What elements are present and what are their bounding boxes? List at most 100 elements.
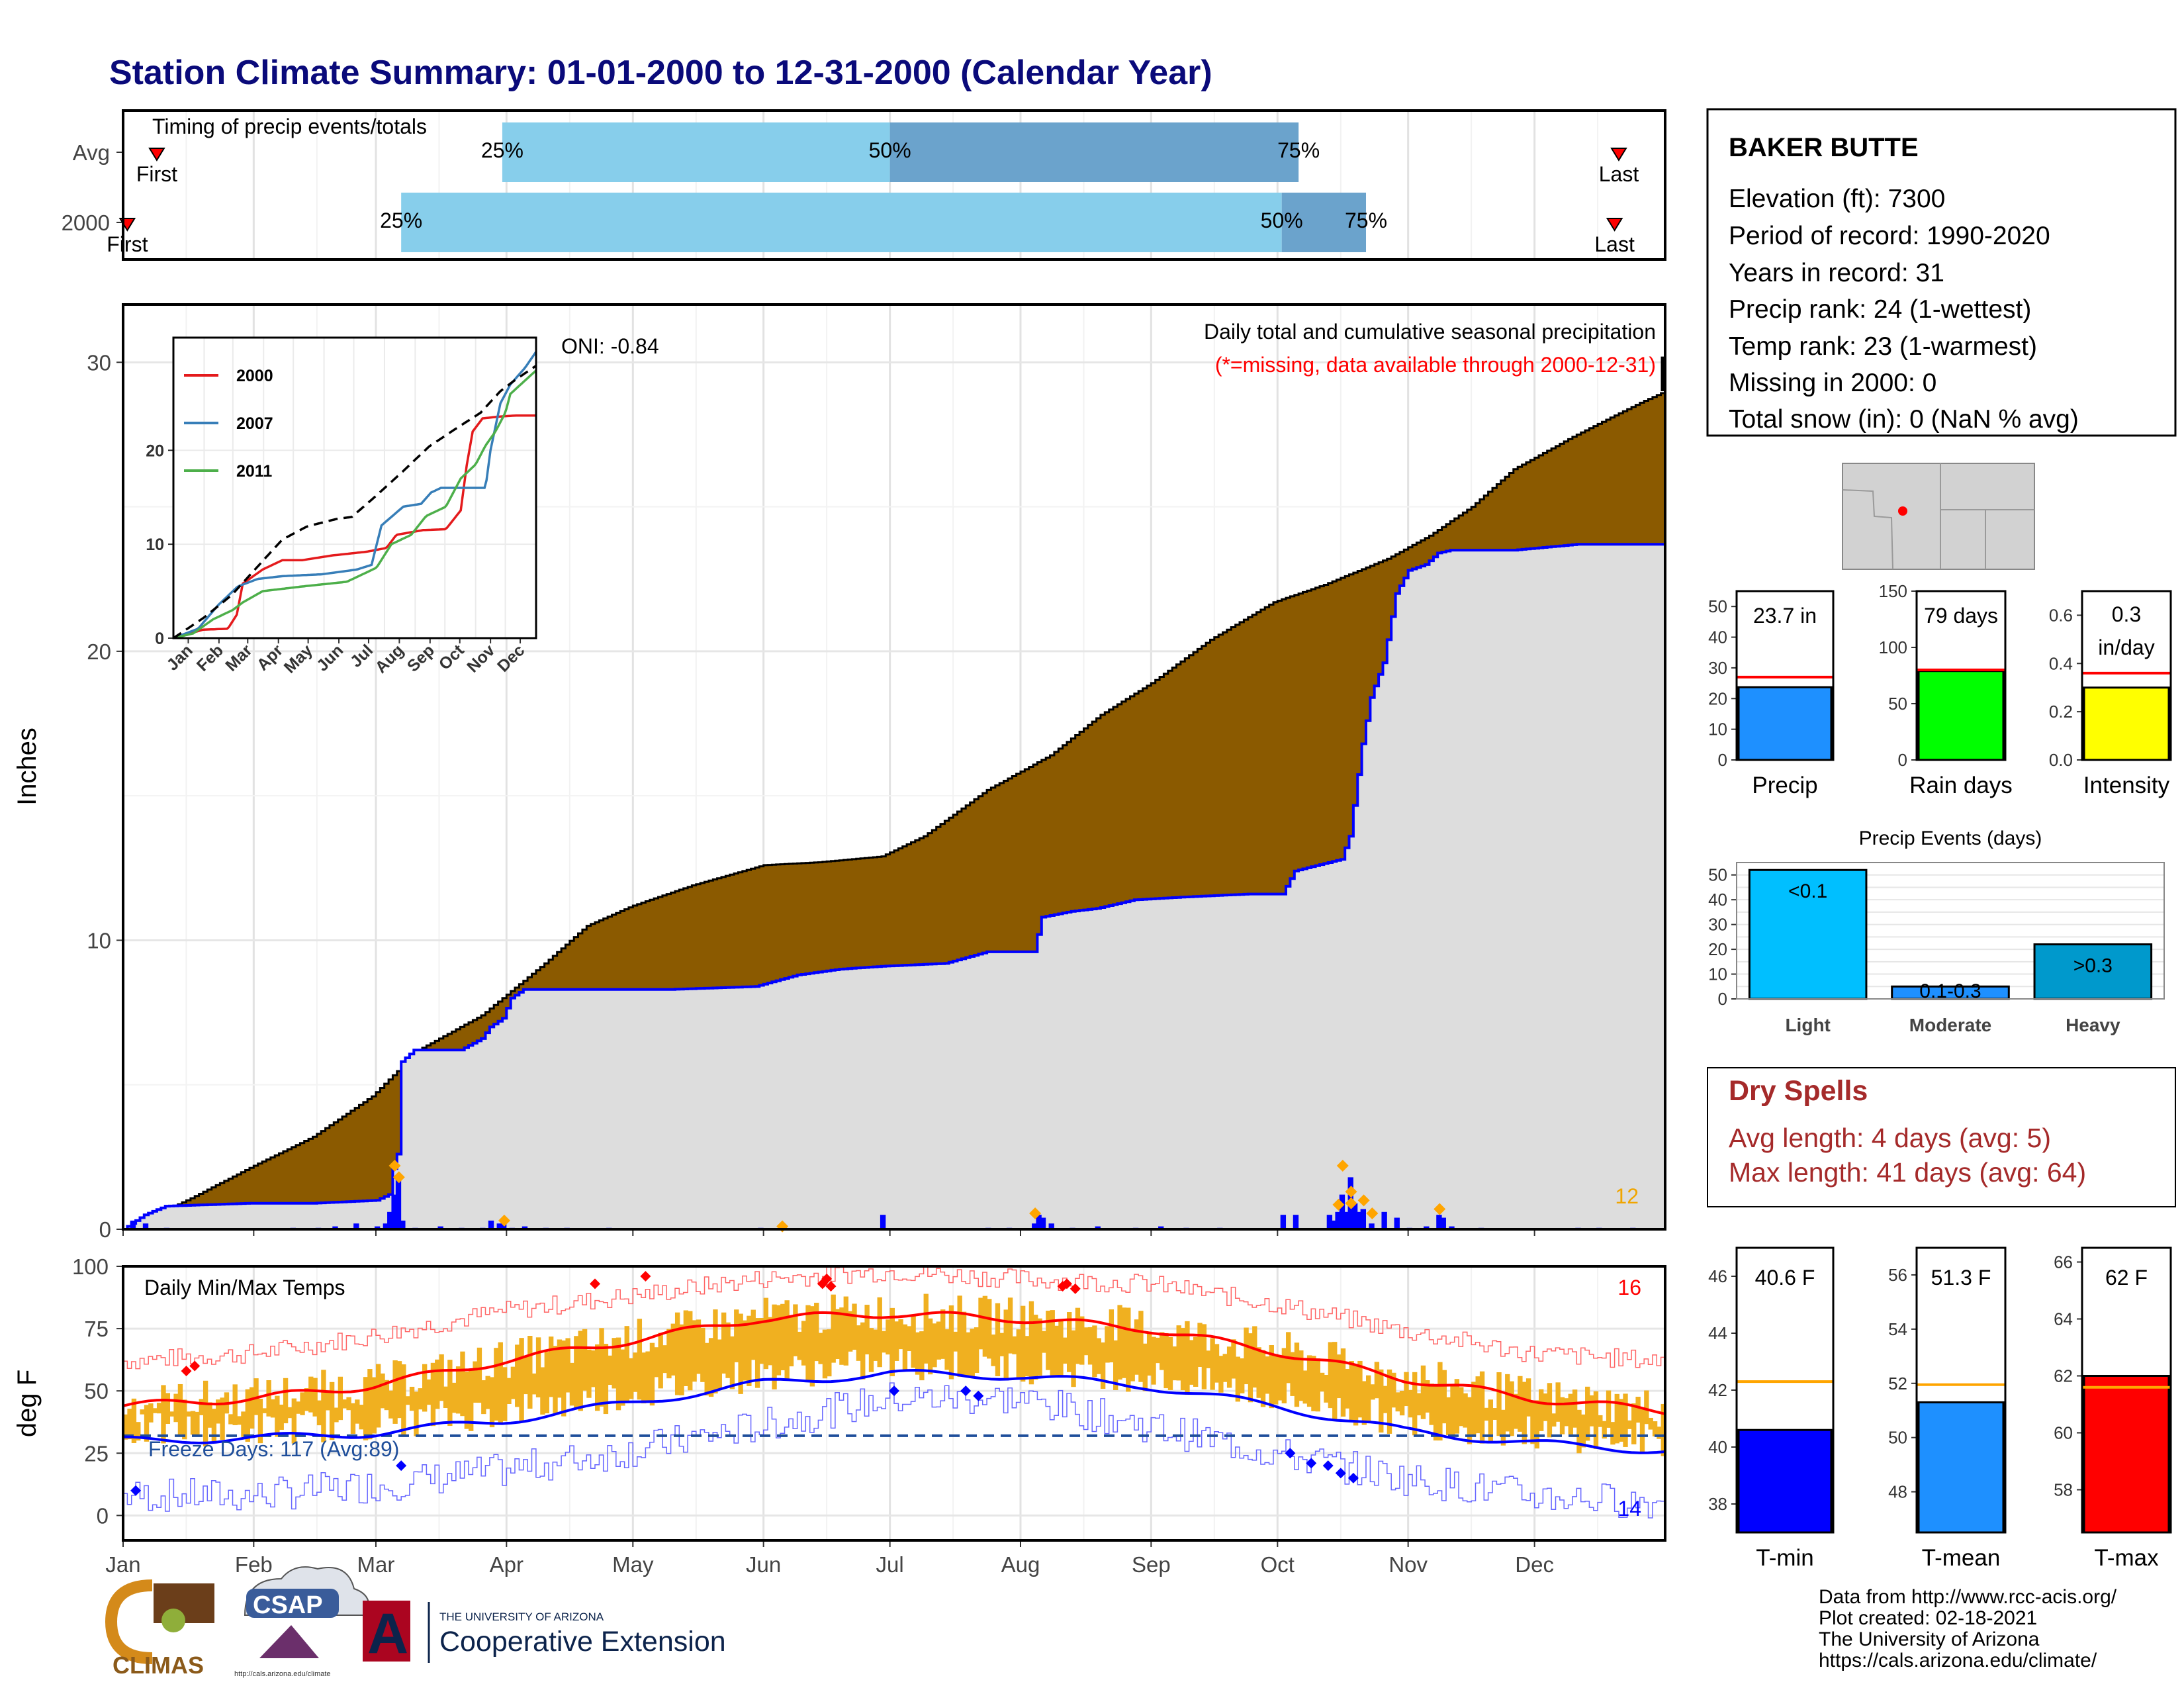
daily-temp-bar — [367, 1369, 373, 1440]
x-tick-label: Apr — [490, 1552, 523, 1577]
cumulative-2000-line — [123, 543, 1665, 1231]
daily-temp-bar — [405, 1396, 410, 1405]
university-of-arizona-logo: A THE UNIVERSITY OF ARIZONA Cooperative … — [363, 1601, 726, 1665]
daily-temp-bar — [1572, 1389, 1578, 1428]
daily-temp-bar — [1627, 1420, 1633, 1429]
cold-count-label: 14 — [1617, 1497, 1641, 1521]
daily-precip-bar — [395, 1177, 402, 1229]
daily-temp-bar — [708, 1338, 714, 1397]
daily-temp-bar — [1214, 1344, 1220, 1383]
precip-event-marker — [392, 1171, 405, 1184]
record-low-marker — [1322, 1460, 1334, 1472]
y-tick-label: 0 — [1718, 989, 1727, 1009]
daily-temp-bar — [283, 1378, 289, 1424]
daily-temp-bar — [418, 1388, 423, 1410]
precip-event-marker — [388, 1159, 401, 1172]
daily-temp-bar — [763, 1297, 769, 1370]
precip-event-marker — [1345, 1197, 1357, 1209]
daily-temp-bar — [287, 1407, 293, 1419]
bar-value-label: 23.7 in — [1753, 604, 1817, 628]
daily-precip-bar — [1369, 1223, 1375, 1229]
daily-temp-bar — [1471, 1382, 1477, 1437]
daily-temp-bar — [674, 1312, 680, 1395]
daily-temp-bar — [721, 1312, 727, 1374]
plot-border — [122, 303, 1666, 1231]
y-tick-label: 46 — [1708, 1266, 1727, 1286]
precip-event-marker — [1029, 1207, 1042, 1219]
daily-temp-bar — [148, 1403, 154, 1423]
daily-temp-bar — [123, 1414, 128, 1440]
daily-temp-bar — [1058, 1320, 1064, 1377]
daily-temp-bar — [1218, 1356, 1224, 1393]
daily-temp-bar — [262, 1408, 267, 1413]
daily-temp-bar — [852, 1303, 857, 1350]
daily-temp-bar — [186, 1411, 191, 1417]
hot-count-label: 16 — [1617, 1276, 1641, 1299]
timing-marker-label: First — [107, 232, 148, 256]
daily-temp-bar — [1505, 1374, 1510, 1432]
daily-temp-bar — [1067, 1312, 1072, 1372]
daily-precip-bar — [1356, 1211, 1362, 1229]
daily-temp-bar — [1539, 1389, 1544, 1431]
daily-temp-bar — [784, 1300, 790, 1381]
daily-temp-bar — [831, 1294, 836, 1363]
cumulative-2000-area — [123, 544, 1665, 1229]
y-tick-label: 30 — [1708, 915, 1727, 935]
daily-temp-bar — [371, 1377, 377, 1434]
daily-temp-bar — [338, 1376, 343, 1421]
daily-temp-bar — [409, 1386, 415, 1411]
dry-spells-title: Dry Spells — [1729, 1075, 1868, 1107]
daily-temp-bar — [1024, 1336, 1030, 1377]
daily-temp-bar — [195, 1411, 200, 1436]
daily-temp-bar — [1020, 1305, 1026, 1382]
summary-bar — [2083, 1375, 2170, 1534]
daily-temp-bar — [649, 1342, 655, 1406]
daily-temp-bar — [734, 1309, 739, 1362]
daily-temp-bar — [814, 1303, 819, 1362]
daily-temp-bar — [540, 1367, 545, 1415]
daily-temp-bar — [1555, 1382, 1561, 1422]
daily-temp-bar — [489, 1377, 495, 1428]
daily-temp-bar — [940, 1309, 946, 1359]
daily-temp-bar — [1450, 1384, 1455, 1438]
timing-pct-label: 50% — [1261, 209, 1303, 232]
record-high-marker — [1062, 1278, 1073, 1289]
daily-temp-bar — [620, 1349, 625, 1406]
daily-temp-bar — [207, 1402, 212, 1428]
daily-temp-bar — [1370, 1384, 1375, 1400]
station-location-dot — [1898, 506, 1907, 516]
timing-marker-label: Last — [1594, 232, 1635, 256]
daily-temp-bar — [1007, 1297, 1013, 1354]
daily-temp-bar — [1046, 1311, 1051, 1370]
daily-temp-bar — [1311, 1356, 1316, 1411]
record-high-marker — [590, 1278, 601, 1289]
daily-temp-bar — [228, 1414, 234, 1425]
daily-precip-bar — [383, 1223, 389, 1229]
daily-temp-bar — [982, 1295, 988, 1357]
timing-chart: 25% 50% 75% First Last Avg 25% 50% 75% First Last 2… — [62, 109, 1666, 261]
daily-temp-bar — [1433, 1385, 1439, 1441]
daily-temp-bar — [1475, 1376, 1480, 1434]
daily-temp-bar — [797, 1331, 802, 1360]
daily-temp-bar — [624, 1326, 629, 1402]
y-tick-label: 0 — [97, 1503, 109, 1528]
daily-temp-bar — [856, 1325, 862, 1361]
y-tick-label: 10 — [1708, 720, 1727, 739]
bar-value-label: 79 days — [1924, 604, 1998, 628]
csap-url-text: http://cals.arizona.edu/climate — [234, 1670, 331, 1678]
daily-temp-bar — [1256, 1347, 1261, 1398]
daily-temp-bar — [1404, 1372, 1409, 1407]
daily-temp-bar — [725, 1322, 731, 1378]
daily-precip-bar — [522, 1226, 528, 1229]
daily-temp-bar — [363, 1377, 369, 1440]
daily-temp-bar — [696, 1319, 702, 1374]
events-x-label: Moderate — [1909, 1015, 1991, 1035]
record-low-marker — [1306, 1458, 1317, 1469]
daily-temp-bar — [1033, 1315, 1038, 1380]
daily-temp-bar — [612, 1338, 617, 1389]
daily-temp-bar — [1639, 1407, 1645, 1454]
precip-event-marker — [1345, 1186, 1357, 1198]
ua-logo-bottom: Cooperative Extension — [439, 1626, 726, 1658]
daily-temp-bar — [291, 1398, 297, 1444]
